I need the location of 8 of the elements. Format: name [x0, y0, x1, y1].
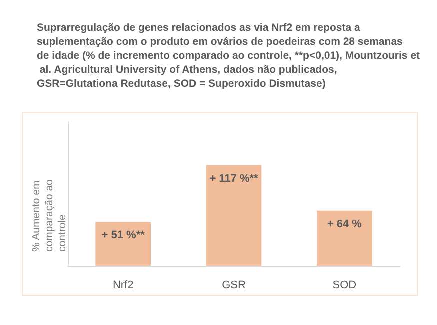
x-tick-label: SOD — [332, 280, 357, 292]
data-label: + 51 %** — [102, 230, 146, 242]
x-tick-label: Nrf2 — [112, 280, 134, 292]
x-tick-label: GSR — [222, 280, 246, 292]
data-label: + 64 % — [327, 218, 362, 230]
data-label: + 117 %** — [210, 172, 260, 185]
y-axis-title: % Aumento em comparação ao controle — [30, 176, 68, 252]
chart-title: Suprarregulação de genes relacionados as via Nrf2 em reposta a suplementação com o produto em ovários de poedeiras com 28 semanas de idade (% de incremento comparado ao controle, **p<0,01), Mountzouris et al. Agricultural University of Athens, dados não publicados, GSR=Glutationa Redutase, SOD = Superoxido Dismutase) — [37, 22, 421, 90]
